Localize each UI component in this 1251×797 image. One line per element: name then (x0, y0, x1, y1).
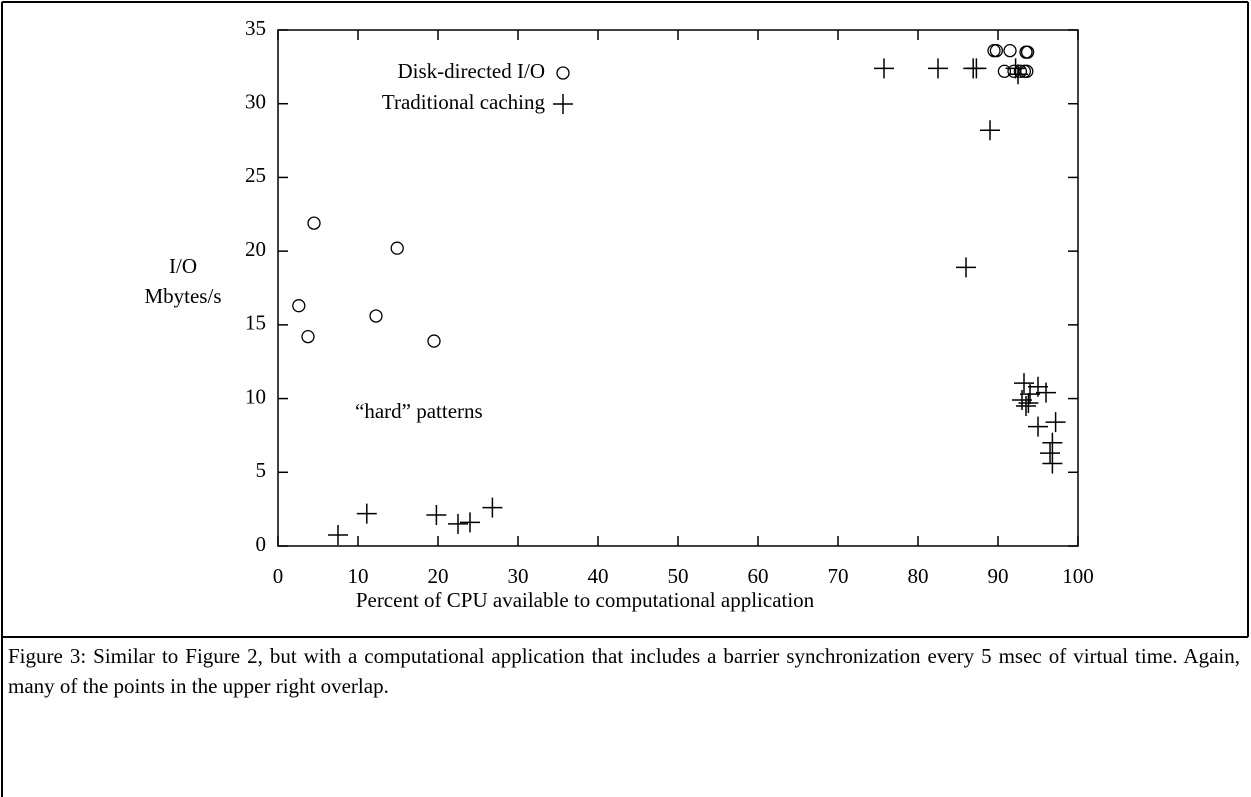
x-tick-label: 100 (1062, 564, 1094, 588)
y-tick-label: 35 (245, 16, 266, 40)
point (1016, 395, 1036, 416)
point (1003, 43, 1017, 58)
point (1045, 412, 1066, 433)
y-tick-label: 5 (256, 458, 267, 482)
caption: Figure 3: Similar to Figure 2, but with … (8, 644, 1240, 698)
point (989, 43, 1004, 58)
point (448, 513, 468, 534)
point (956, 257, 976, 278)
legend-label: Traditional caching (382, 90, 546, 114)
point (1042, 432, 1063, 453)
point (328, 524, 348, 545)
point (1020, 384, 1040, 405)
point (1042, 453, 1063, 474)
point (980, 120, 1000, 141)
y-tick-label: 30 (245, 90, 266, 114)
point (928, 58, 948, 79)
point (874, 58, 894, 79)
x-tick-label: 70 (828, 564, 849, 588)
x-tick-label: 20 (428, 564, 449, 588)
point (1018, 392, 1039, 413)
point (1014, 373, 1034, 394)
y-tick-label: 25 (245, 163, 266, 187)
y-tick-label: 10 (245, 384, 266, 408)
point (1036, 382, 1056, 403)
point (307, 216, 321, 230)
point (966, 58, 987, 79)
point (292, 299, 306, 313)
point (1007, 64, 1021, 78)
point (1020, 64, 1034, 78)
y-axis-label: I/O (169, 254, 197, 278)
x-tick-label: 30 (508, 564, 529, 588)
point (369, 309, 383, 323)
legend-marker (556, 66, 570, 80)
x-axis-label: Percent of CPU available to computationa… (356, 588, 815, 612)
point (997, 64, 1012, 78)
x-tick-label: 10 (348, 564, 369, 588)
point (1008, 64, 1028, 85)
y-tick-label: 15 (245, 311, 266, 335)
point (356, 503, 377, 524)
point (427, 334, 441, 348)
x-tick-label: 90 (988, 564, 1009, 588)
point (1005, 58, 1026, 79)
legend-marker (553, 94, 573, 114)
point (426, 505, 447, 526)
point (301, 330, 315, 344)
point (1040, 443, 1060, 464)
x-tick-label: 80 (908, 564, 929, 588)
point (1013, 64, 1028, 78)
x-tick-label: 60 (748, 564, 769, 588)
x-tick-label: 50 (668, 564, 689, 588)
x-tick-label: 40 (588, 564, 609, 588)
y-tick-label: 20 (245, 237, 266, 261)
y-tick-label: 0 (256, 532, 267, 556)
point (482, 497, 503, 518)
point (390, 241, 404, 255)
y-axis-label: Mbytes/s (144, 284, 221, 308)
legend-label: Disk-directed I/O (397, 59, 545, 83)
point (460, 512, 480, 533)
point (1028, 416, 1048, 437)
annotation: “hard” patterns (355, 399, 483, 423)
point (1020, 45, 1035, 59)
x-tick-label: 0 (273, 564, 284, 588)
